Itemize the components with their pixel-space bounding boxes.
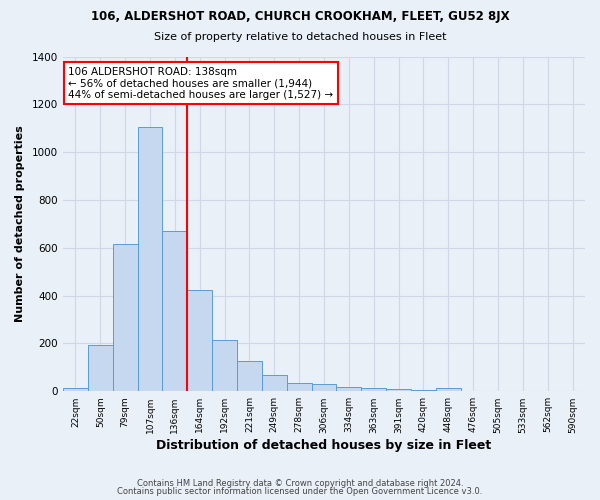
Bar bbox=[137, 127, 163, 392]
Bar bbox=[262, 374, 287, 392]
Bar bbox=[237, 360, 262, 392]
Bar bbox=[411, 390, 436, 392]
Bar bbox=[63, 388, 88, 392]
Bar bbox=[287, 384, 311, 392]
Bar bbox=[212, 340, 237, 392]
Bar bbox=[187, 290, 212, 392]
Text: Contains HM Land Registry data © Crown copyright and database right 2024.: Contains HM Land Registry data © Crown c… bbox=[137, 478, 463, 488]
Text: Contains public sector information licensed under the Open Government Licence v3: Contains public sector information licen… bbox=[118, 487, 482, 496]
Bar bbox=[311, 384, 337, 392]
Bar bbox=[386, 389, 411, 392]
Bar bbox=[436, 388, 461, 392]
Text: Size of property relative to detached houses in Fleet: Size of property relative to detached ho… bbox=[154, 32, 446, 42]
Bar bbox=[337, 387, 361, 392]
Bar bbox=[88, 344, 113, 392]
Text: 106, ALDERSHOT ROAD, CHURCH CROOKHAM, FLEET, GU52 8JX: 106, ALDERSHOT ROAD, CHURCH CROOKHAM, FL… bbox=[91, 10, 509, 23]
Text: 106 ALDERSHOT ROAD: 138sqm
← 56% of detached houses are smaller (1,944)
44% of s: 106 ALDERSHOT ROAD: 138sqm ← 56% of deta… bbox=[68, 66, 334, 100]
Bar bbox=[163, 231, 187, 392]
Bar bbox=[113, 244, 137, 392]
Bar bbox=[361, 388, 386, 392]
X-axis label: Distribution of detached houses by size in Fleet: Distribution of detached houses by size … bbox=[157, 440, 491, 452]
Y-axis label: Number of detached properties: Number of detached properties bbox=[15, 126, 25, 322]
